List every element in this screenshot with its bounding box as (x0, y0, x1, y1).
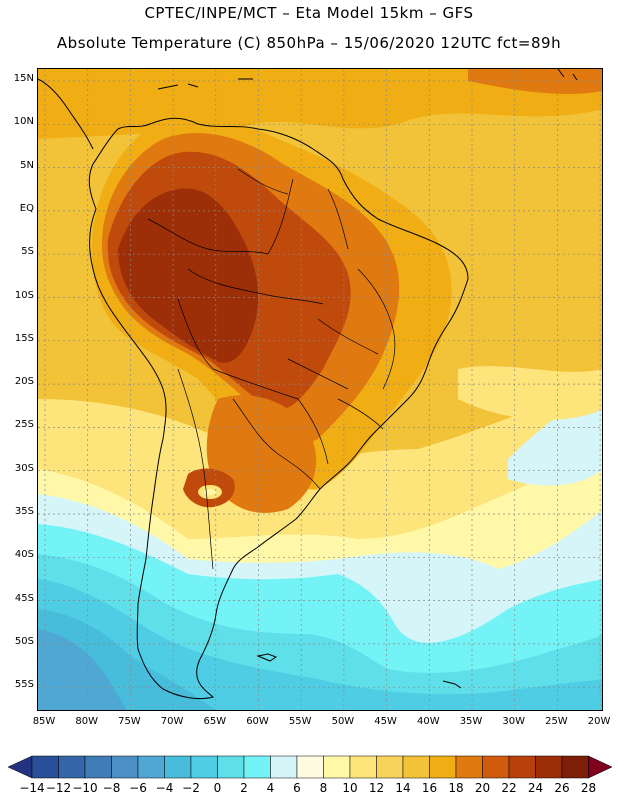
colorbar-swatch (243, 755, 271, 779)
lat-tick-label: 15S (14, 332, 34, 344)
colorbar-tick-label: −2 (182, 781, 200, 795)
lon-tick-label: 50W (331, 716, 355, 727)
colorbar-swatch (31, 755, 59, 779)
lat-tick-label: 5S (21, 246, 34, 258)
colorbar-swatch (376, 755, 404, 779)
lat-tick-label: 15N (13, 73, 34, 84)
colorbar-tick-label: 4 (266, 781, 275, 795)
colorbar-swatch (58, 755, 86, 779)
central-america-coast (38, 78, 94, 150)
colorbar-tick-label: 10 (342, 781, 358, 795)
lat-tick-label: 35S (14, 506, 34, 517)
field-blue2 (38, 579, 602, 710)
colorbar-swatch (296, 755, 324, 779)
colorbar-tick-label: −10 (72, 781, 98, 795)
coastline (38, 69, 578, 700)
colorbar-swatch (84, 755, 112, 779)
lon-tick-label: 35W (459, 716, 483, 727)
lon-tick-label: 65W (203, 716, 227, 727)
temperature-field-map (38, 69, 602, 710)
lon-tick-label: 60W (246, 716, 269, 727)
colorbar-tick-label: 26 (554, 781, 570, 795)
lat-tick-label: 45S (14, 592, 34, 604)
lon-tick-label: 40W (416, 716, 440, 727)
south-georgia (442, 680, 462, 689)
colorbar-tick-label: −12 (45, 781, 72, 795)
caribbean-islands (157, 69, 578, 90)
lon-tick-label: 85W (32, 716, 56, 727)
field-north-hot-spot (468, 69, 602, 94)
colorbar-tick-label: 22 (501, 781, 517, 795)
colorbar-swatch (455, 755, 483, 779)
lon-tick-label: 75W (118, 716, 141, 727)
field-blue4 (38, 629, 127, 710)
colorbar-high-arrow (588, 755, 613, 779)
colorbar-swatch (349, 755, 377, 779)
map-panel[interactable] (37, 68, 603, 711)
field-land-hot-core (118, 188, 259, 363)
colorbar-tick-label: 18 (448, 781, 464, 795)
colorbar-tick-label: 12 (368, 781, 385, 795)
colorbar-swatch (535, 755, 563, 779)
map-grid (38, 69, 602, 710)
colorbar-swatch (402, 755, 430, 779)
lat-tick-label: 50S (14, 635, 34, 647)
lat-tick-label: 40S (14, 549, 34, 561)
field-cream-patch (458, 366, 602, 420)
colorbar-tick-label: 0 (213, 781, 222, 795)
field-cool-spot-core (204, 489, 216, 495)
colorbar-swatch (561, 755, 589, 779)
falkland-islands (256, 653, 278, 662)
lon-tick-label: 80W (75, 716, 98, 727)
lat-tick-label: 20S (14, 376, 34, 388)
colorbar-swatch (217, 755, 245, 779)
colorbar-tick-label: 6 (293, 781, 301, 795)
lon-tick-label: 55W (288, 716, 312, 727)
lat-tick-label: 55S (14, 679, 34, 691)
colorbar-tick-label: 14 (395, 781, 411, 795)
colorbar-tick-label: −8 (102, 781, 121, 795)
colorbar-swatch (323, 755, 351, 779)
lat-tick-label: EQ (19, 202, 34, 214)
colorbar-swatch (429, 755, 457, 779)
colorbar-swatch (111, 755, 139, 779)
lat-tick-label: 10N (13, 116, 34, 128)
colorbar-tick-label: −4 (155, 781, 174, 795)
lon-tick-label: 30W (502, 716, 525, 727)
lon-tick-label: 25W (545, 716, 568, 727)
lat-tick-label: 25S (14, 419, 34, 431)
south-america-coast (88, 117, 469, 700)
country-borders (147, 168, 396, 570)
colorbar-swatch (270, 755, 298, 779)
lat-tick-label: 5N (20, 159, 34, 171)
colorbar-swatch (482, 755, 510, 779)
colorbar-tick-label: 24 (527, 781, 544, 795)
lon-tick-label: 20W (587, 716, 611, 727)
map-title-line1: CPTEC/INPE/MCT – Eta Model 15km – GFS (144, 4, 474, 22)
lat-tick-label: 30S (14, 462, 34, 474)
colorbar-tick-label: −6 (129, 781, 147, 795)
colorbar-tick-label: −14 (19, 781, 45, 795)
colorbar-tick-label: 16 (421, 781, 438, 795)
colorbar-tick-label: 2 (240, 781, 248, 795)
colorbar-tick-label: 28 (580, 781, 597, 795)
colorbar-swatch (508, 755, 536, 779)
colorbar-swatch (137, 755, 165, 779)
lat-tick-label: 10S (14, 289, 34, 301)
map-title-line2: Absolute Temperature (C) 850hPa – 15/06/… (56, 34, 562, 52)
colorbar-swatch (190, 755, 218, 779)
colorbar-swatch (164, 755, 192, 779)
colorbar-tick-label: 8 (319, 781, 328, 795)
lon-tick-label: 45W (374, 716, 397, 727)
colorbar-low-arrow (7, 755, 33, 779)
colorbar-tick-label: 20 (474, 781, 491, 795)
lon-tick-label: 70W (160, 716, 184, 727)
